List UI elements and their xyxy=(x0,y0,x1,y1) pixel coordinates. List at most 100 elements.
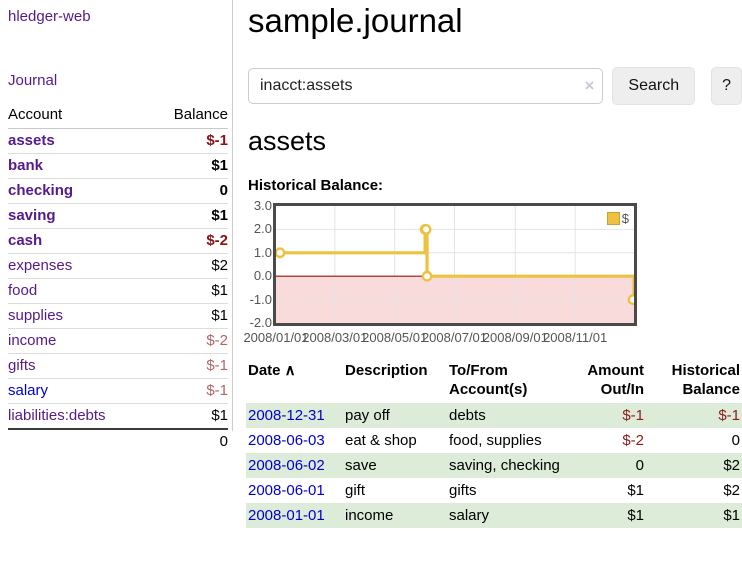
account-row: liabilities:debts $1 xyxy=(8,403,228,430)
transaction-date-link[interactable]: 2008-01-01 xyxy=(248,507,325,524)
account-balance: $-2 xyxy=(149,328,228,354)
account-row: income $-2 xyxy=(8,328,228,354)
account-row: gifts $-1 xyxy=(8,353,228,379)
register-header-tofrom: To/From Account(s) xyxy=(449,362,528,398)
account-balance: $1 xyxy=(149,278,228,304)
account-balance: $1 xyxy=(149,153,228,179)
accounts-table: Account Balance assets $-1 bank $1 checking 0… xyxy=(8,104,228,453)
transaction-date-link[interactable]: 2008-12-31 xyxy=(248,407,325,424)
x-axis-tick-label: 2008/09/01 xyxy=(482,330,548,345)
account-balance: $-1 xyxy=(149,128,228,154)
account-row: food $1 xyxy=(8,278,228,304)
sort-ascending-icon: ∧ xyxy=(280,362,296,379)
transaction-row: 2008-06-01 gift gifts $1 $2 xyxy=(246,478,742,503)
y-axis-tick-label: 0.0 xyxy=(253,268,272,284)
transaction-date-link[interactable]: 2008-06-01 xyxy=(248,482,325,499)
account-balance: $-2 xyxy=(149,228,228,254)
search-box: × xyxy=(248,68,604,105)
x-axis-tick-label: 2008/03/01 xyxy=(302,330,368,345)
account-balance: $-1 xyxy=(149,378,228,404)
transaction-accounts: food, supplies xyxy=(449,432,542,449)
x-axis-tick-label: 2008/11/01 xyxy=(543,330,608,345)
account-balance: 0 xyxy=(149,178,228,204)
accounts-total-spacer xyxy=(8,428,150,453)
search-button[interactable]: Search xyxy=(612,67,696,105)
transaction-description: save xyxy=(345,457,377,474)
register-header-amount: Amount Out/In xyxy=(587,362,644,398)
transaction-row: 2008-06-02 save saving, checking 0 $2 xyxy=(246,453,742,478)
register-table: Date ∧ Description To/From Account(s) Amount… xyxy=(246,358,742,528)
balance-chart: 3.0 2.0 1.0 0.0 -1.0 -2.0 $ 2008/01/01 2008/03… xyxy=(243,198,742,345)
transaction-balance: $2 xyxy=(723,457,740,474)
account-row: expenses $2 xyxy=(8,253,228,279)
search-bar: × Search ? xyxy=(248,67,742,105)
account-balance: $-1 xyxy=(149,353,228,379)
account-row: checking 0 xyxy=(8,178,228,204)
transaction-balance: 0 xyxy=(731,432,740,449)
transaction-date-link[interactable]: 2008-06-03 xyxy=(248,432,325,449)
transaction-row: 2008-01-01 income salary $1 $1 xyxy=(246,503,742,528)
transaction-description: pay off xyxy=(345,407,390,424)
account-link[interactable]: food xyxy=(8,282,38,299)
transaction-description: income xyxy=(345,507,394,524)
transaction-description: gift xyxy=(345,482,366,499)
account-link[interactable]: salary xyxy=(8,382,49,399)
transaction-balance: $-1 xyxy=(718,407,740,424)
x-axis-tick-label: 2008/01/01 xyxy=(243,330,309,345)
account-link[interactable]: saving xyxy=(8,207,56,224)
y-axis-tick-label: 3.0 xyxy=(253,198,272,213)
chart-title: Historical Balance: xyxy=(248,177,384,194)
legend-swatch-icon xyxy=(606,212,620,225)
x-axis-tick-label: 2008/07/01 xyxy=(421,330,488,345)
transaction-row: 2008-12-31 pay off debts $-1 $-1 xyxy=(246,403,742,428)
account-link[interactable]: cash xyxy=(8,232,43,249)
y-axis-tick-label: 2.0 xyxy=(253,221,272,237)
y-axis-tick-label: -1.0 xyxy=(249,291,272,307)
account-row: salary $-1 xyxy=(8,378,228,404)
account-link[interactable]: liabilities:debts xyxy=(8,407,106,424)
account-link[interactable]: gifts xyxy=(8,357,36,374)
accounts-header-balance: Balance xyxy=(149,104,228,129)
register-header-historical: Historical Balance xyxy=(671,362,740,398)
help-button[interactable]: ? xyxy=(711,67,742,105)
chart-legend: $ xyxy=(606,211,629,226)
account-row: assets $-1 xyxy=(8,128,228,154)
y-axis-tick-label: -2.0 xyxy=(249,315,272,330)
account-heading: assets xyxy=(248,126,327,156)
account-row: saving $1 xyxy=(8,203,228,229)
transaction-balance: $2 xyxy=(723,482,740,499)
clear-search-icon[interactable]: × xyxy=(584,76,595,95)
register-header-description: Description xyxy=(345,362,428,379)
transaction-amount: $1 xyxy=(627,507,644,524)
account-link[interactable]: supplies xyxy=(8,307,64,324)
transaction-amount: $-2 xyxy=(622,432,644,449)
search-input[interactable] xyxy=(248,68,604,104)
accounts-header-account: Account xyxy=(8,104,150,129)
nav-journal-link[interactable]: Journal xyxy=(8,72,58,89)
x-axis-tick-label: 2008/05/01 xyxy=(362,330,428,345)
transaction-accounts: debts xyxy=(449,407,486,424)
chart-plot-area: $ xyxy=(273,203,637,326)
transaction-accounts: saving, checking xyxy=(449,457,560,474)
account-row: supplies $1 xyxy=(8,303,228,329)
chart-canvas xyxy=(276,206,634,323)
account-balance: $1 xyxy=(149,403,228,430)
account-balance: $2 xyxy=(149,253,228,279)
transaction-accounts: gifts xyxy=(449,482,477,499)
brand-link[interactable]: hledger-web xyxy=(8,8,91,25)
page-title: sample.journal xyxy=(248,2,463,39)
account-row: cash $-2 xyxy=(8,228,228,254)
account-link[interactable]: expenses xyxy=(8,257,73,274)
transaction-date-link[interactable]: 2008-06-02 xyxy=(248,457,325,474)
legend-label: $ xyxy=(621,211,629,226)
transaction-amount: $-1 xyxy=(622,407,644,424)
transaction-description: eat & shop xyxy=(345,432,417,449)
account-link[interactable]: assets xyxy=(8,132,55,149)
transaction-amount: 0 xyxy=(635,457,644,474)
register-header-date[interactable]: Date ∧ xyxy=(248,362,296,379)
transaction-balance: $1 xyxy=(723,507,740,524)
account-link[interactable]: income xyxy=(8,332,57,349)
account-link[interactable]: bank xyxy=(8,157,44,174)
account-link[interactable]: checking xyxy=(8,182,74,199)
account-balance: $1 xyxy=(149,203,228,229)
